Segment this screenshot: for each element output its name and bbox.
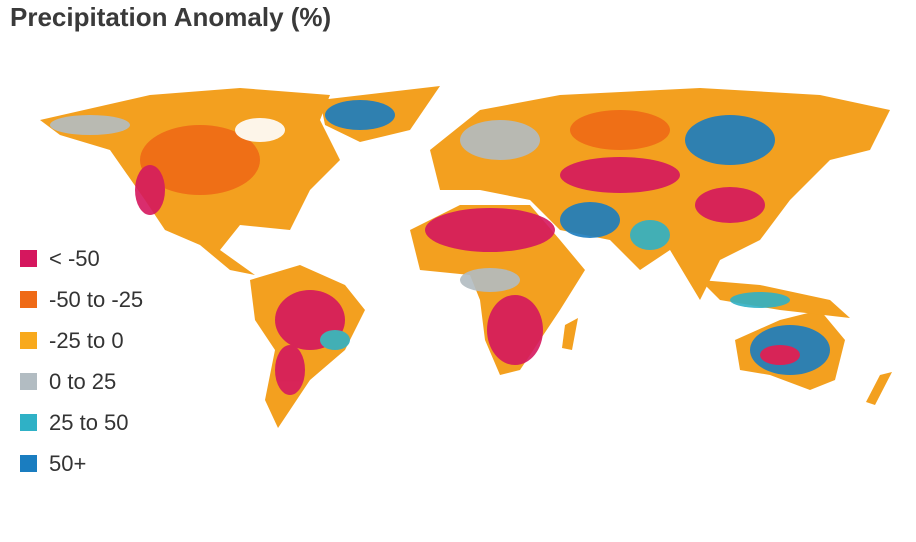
- legend-swatch: [20, 455, 37, 472]
- legend-swatch: [20, 414, 37, 431]
- legend-swatch: [20, 332, 37, 349]
- legend-label: -25 to 0: [49, 327, 124, 353]
- legend-swatch: [20, 373, 37, 390]
- legend-label: 0 to 25: [49, 368, 117, 394]
- legend-label: 25 to 50: [49, 409, 129, 435]
- legend-item: 50+: [20, 443, 143, 484]
- legend-item: -50 to -25: [20, 279, 143, 320]
- anomaly-patches: [50, 100, 830, 395]
- legend-swatch: [20, 291, 37, 308]
- legend-item: < -50: [20, 238, 143, 279]
- legend-label: 50+: [49, 450, 87, 476]
- legend-swatch: [20, 250, 37, 267]
- legend-item: 0 to 25: [20, 361, 143, 402]
- map-title: Precipitation Anomaly (%): [10, 2, 332, 32]
- legend-label: -50 to -25: [49, 286, 144, 312]
- legend: < -50 -50 to -25 -25 to 0 0 to 25 25 to 50 50…: [20, 238, 143, 484]
- legend-item: 25 to 50: [20, 402, 143, 443]
- legend-item: -25 to 0: [20, 320, 143, 361]
- legend-label: < -50: [49, 245, 100, 271]
